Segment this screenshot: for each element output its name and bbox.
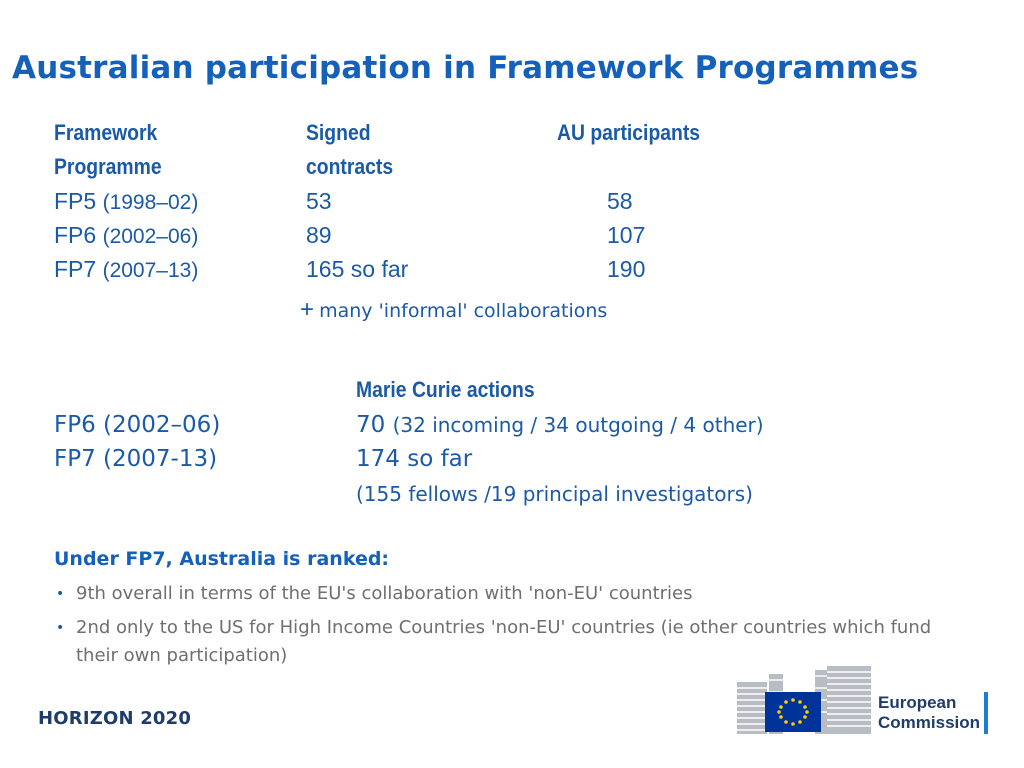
mc-note: (155 fellows /19 principal investigators… [356,482,753,506]
european-commission-logo-text: European Commission [878,693,981,732]
list-item: • 9th overall in terms of the EU's colla… [56,580,946,608]
au-value: 107 [607,222,646,248]
horizon-2020-label: HORIZON 2020 [38,708,192,729]
mc-label: FP6 (2002–06) [54,412,221,438]
bullet-icon: • [56,586,65,602]
au-value: 190 [607,256,646,282]
marie-curie-header: Marie Curie actions [356,377,535,402]
logo-accent-bar [984,692,988,734]
mc-label: FP7 (2007-13) [54,446,218,472]
page-title: Australian participation in Framework Pr… [12,50,919,86]
signed-value: 53 [306,188,332,214]
signed-value: 89 [306,222,332,248]
table-row: FP5 (1998–02) [54,188,199,214]
eu-flag-icon [765,692,821,732]
mc-value: 174 so far [356,446,473,472]
table-row: FP7 (2007–13) [54,256,199,282]
ranking-heading: Under FP7, Australia is ranked: [54,548,390,570]
mc-value: 70 (32 incoming / 34 outgoing / 4 other) [356,412,764,438]
informal-collaborations-note: + many 'informal' collaborations [300,296,608,323]
bullet-icon: • [56,620,65,636]
header-signed-contracts: Signed contracts [306,120,394,179]
plus-icon: + [300,296,315,323]
eu-building-logo-icon [737,666,871,734]
list-item: • 2nd only to the US for High Income Cou… [56,614,946,670]
header-au-participants: AU participants [557,120,701,145]
table-row: FP6 (2002–06) [54,222,199,248]
au-value: 58 [607,188,633,214]
signed-value: 165 so far [306,256,409,282]
header-framework-programme: Framework Programme [54,120,162,179]
